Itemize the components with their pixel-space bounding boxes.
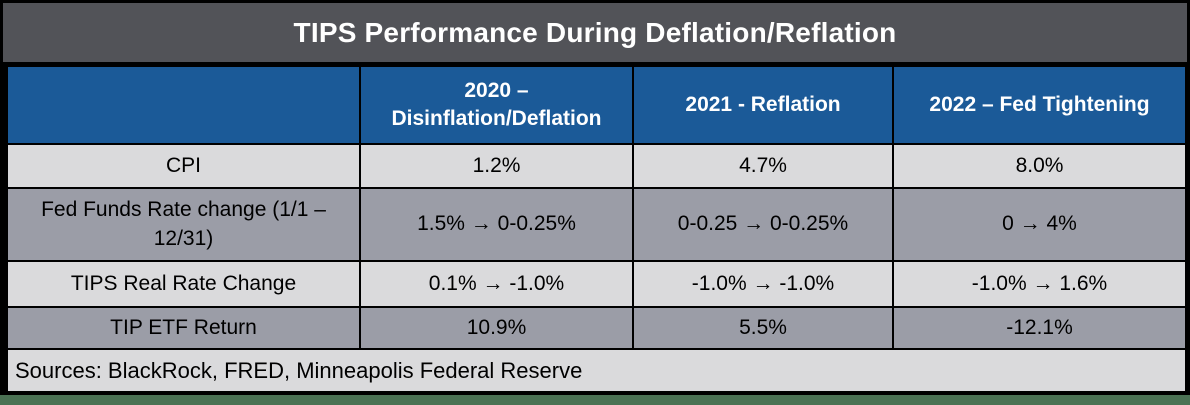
- row-label-tip-etf-return: TIP ETF Return: [6, 306, 361, 350]
- header-cell-2021-reflation: 2021 - Reflation: [632, 65, 894, 145]
- cell-fed-funds-2022: 0 → 4%: [892, 187, 1187, 262]
- cell-tip-etf-return-2021: 5.5%: [632, 306, 894, 350]
- header-cell-blank: [6, 65, 361, 145]
- table-row-tip-etf-return: TIP ETF Return 10.9% 5.5% -12.1%: [6, 306, 1187, 350]
- table-row-tips-real-rate: TIPS Real Rate Change 0.1% → -1.0% -1.0%…: [6, 260, 1187, 308]
- cell-cpi-2021: 4.7%: [632, 143, 894, 189]
- cell-cpi-2022: 8.0%: [892, 143, 1187, 189]
- table-row-cpi: CPI 1.2% 4.7% 8.0%: [6, 143, 1187, 189]
- table-row-fed-funds: Fed Funds Rate change (1/1 – 12/31) 1.5%…: [6, 187, 1187, 262]
- sources-row: Sources: BlackRock, FRED, Minneapolis Fe…: [6, 348, 1187, 393]
- row-label-cpi: CPI: [6, 143, 361, 189]
- header-cell-2020-disinflation: 2020 – Disinflation/Deflation: [359, 65, 634, 145]
- tips-performance-table: 2020 – Disinflation/Deflation 2021 - Ref…: [6, 65, 1187, 393]
- figure-title-bar: TIPS Performance During Deflation/Reflat…: [3, 3, 1187, 62]
- cell-tip-etf-return-2022: -12.1%: [892, 306, 1187, 350]
- cell-fed-funds-2021: 0-0.25 → 0-0.25%: [632, 187, 894, 262]
- bottom-accent-bar: [0, 395, 1190, 405]
- row-label-fed-funds: Fed Funds Rate change (1/1 – 12/31): [6, 187, 361, 262]
- row-label-tips-real-rate: TIPS Real Rate Change: [6, 260, 361, 308]
- cell-fed-funds-2020: 1.5% → 0-0.25%: [359, 187, 634, 262]
- figure-title: TIPS Performance During Deflation/Reflat…: [293, 16, 897, 48]
- header-row: 2020 – Disinflation/Deflation 2021 - Ref…: [6, 65, 1187, 145]
- cell-tip-etf-return-2020: 10.9%: [359, 306, 634, 350]
- cell-tips-real-rate-2020: 0.1% → -1.0%: [359, 260, 634, 308]
- sources-text: Sources: BlackRock, FRED, Minneapolis Fe…: [6, 348, 1187, 393]
- cell-tips-real-rate-2021: -1.0% → -1.0%: [632, 260, 894, 308]
- cell-tips-real-rate-2022: -1.0% → 1.6%: [892, 260, 1187, 308]
- header-cell-2022-fed-tightening: 2022 – Fed Tightening: [892, 65, 1187, 145]
- cell-cpi-2020: 1.2%: [359, 143, 634, 189]
